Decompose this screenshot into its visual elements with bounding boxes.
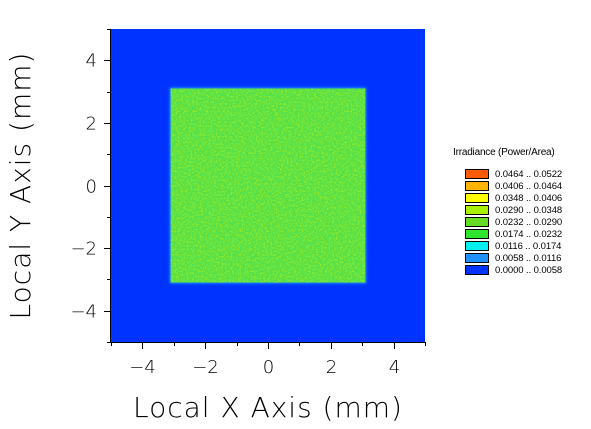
legend-label: 0.0058 .. 0.0116 [495,252,562,264]
legend-entry: 0.0290 .. 0.0348 [465,204,562,216]
x-tick-label: 0 [263,357,274,378]
legend-swatch [465,253,489,263]
legend-swatch [465,181,489,191]
legend-swatch [465,169,489,179]
legend-label: 0.0174 .. 0.0232 [495,228,563,240]
legend-swatch [465,241,489,251]
y-axis-ticks: 4 2 0 −2 −4 [70,29,111,343]
legend-entry: 0.0406 .. 0.0464 [465,180,562,192]
legend-label: 0.0116 .. 0.0174 [495,240,562,252]
x-axis-label: Local X Axis (mm) [133,391,403,424]
legend-swatch [465,229,489,239]
y-tick-label: −4 [70,302,97,323]
legend-swatch [465,205,489,215]
x-tick-label: −4 [129,357,156,378]
y-tick-label: 0 [86,177,97,198]
legend-swatch [465,193,489,203]
legend-entry: 0.0058 .. 0.0116 [465,252,562,264]
legend-entry: 0.0464 .. 0.0522 [465,168,562,180]
x-axis-ticks: −4 −2 0 2 4 [111,342,426,378]
x-tick-label: 4 [389,357,400,378]
legend-swatch [465,265,489,275]
legend-entries: 0.0464 .. 0.0522 0.0406 .. 0.0464 0.0348 .… [455,168,562,276]
x-tick-label: 2 [326,357,337,378]
legend-label: 0.0000 .. 0.0058 [495,264,563,276]
y-tick-label: 4 [86,51,97,72]
legend-label: 0.0232 .. 0.0290 [495,216,563,228]
illuminated-region [170,88,366,283]
legend-entry: 0.0232 .. 0.0290 [465,216,562,228]
y-tick-label: 2 [86,114,97,135]
legend-entry: 0.0174 .. 0.0232 [465,228,562,240]
y-axis-label: Local Y Axis (mm) [4,52,37,320]
legend-label: 0.0406 .. 0.0464 [495,180,563,192]
legend-label: 0.0464 .. 0.0522 [495,168,563,180]
legend: Irradiance (Power/Area) 0.0464 .. 0.0522… [453,147,562,276]
legend-label: 0.0348 .. 0.0406 [495,192,563,204]
legend-swatch [465,217,489,227]
legend-entry: 0.0000 .. 0.0058 [465,264,562,276]
y-tick-label: −2 [70,239,97,260]
legend-entry: 0.0348 .. 0.0406 [465,192,562,204]
x-tick-label: −2 [192,357,219,378]
legend-title: Irradiance (Power/Area) [453,147,555,158]
legend-entry: 0.0116 .. 0.0174 [465,240,562,252]
legend-label: 0.0290 .. 0.0348 [495,204,563,216]
